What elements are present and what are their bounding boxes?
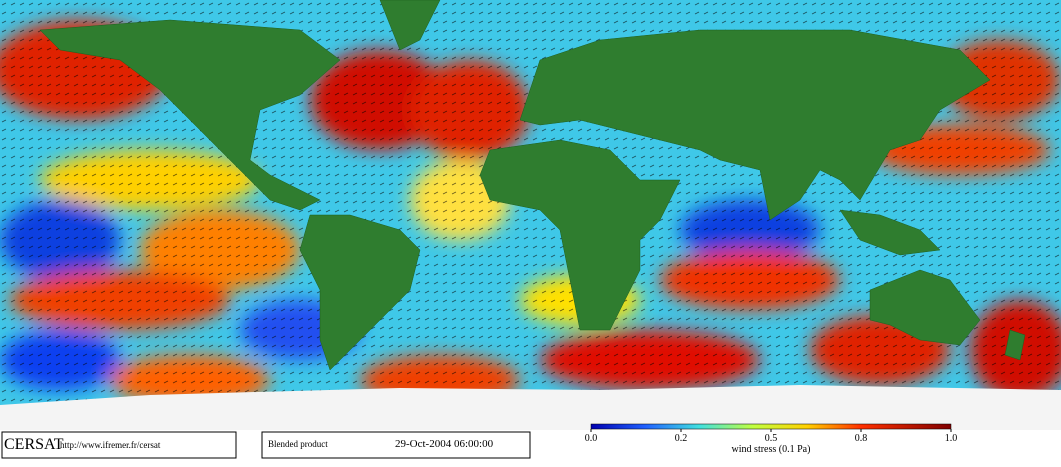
colorbar-tick-label: 0.5 — [765, 433, 778, 444]
logo-box — [1, 431, 237, 459]
footer-bar: CERSAT http://www.ifremer.fr/cersat Blen… — [0, 430, 1061, 462]
colorbar: wind stress (0.1 Pa) 0.0 0.2 0.5 0.8 1.0 — [585, 423, 958, 455]
continents — [39, 0, 1026, 371]
logo: CERSAT — [4, 436, 64, 453]
colorbar-tick-label: 0.8 — [855, 433, 868, 444]
antarctica — [0, 385, 1061, 430]
product: Blended product — [268, 439, 328, 449]
colorbar-tick-label: 0.2 — [675, 433, 688, 444]
colorbar-label: wind stress (0.1 Pa) — [732, 444, 811, 455]
timestamp: 29-Oct-2004 06:00:00 — [395, 438, 494, 450]
colorbar-tick-label: 0.0 — [585, 433, 598, 444]
colorbar-ramp — [590, 423, 952, 430]
product-box — [261, 431, 531, 459]
url: http://www.ifremer.fr/cersat — [60, 440, 161, 450]
colorbar-tick-label: 1.0 — [945, 433, 958, 444]
